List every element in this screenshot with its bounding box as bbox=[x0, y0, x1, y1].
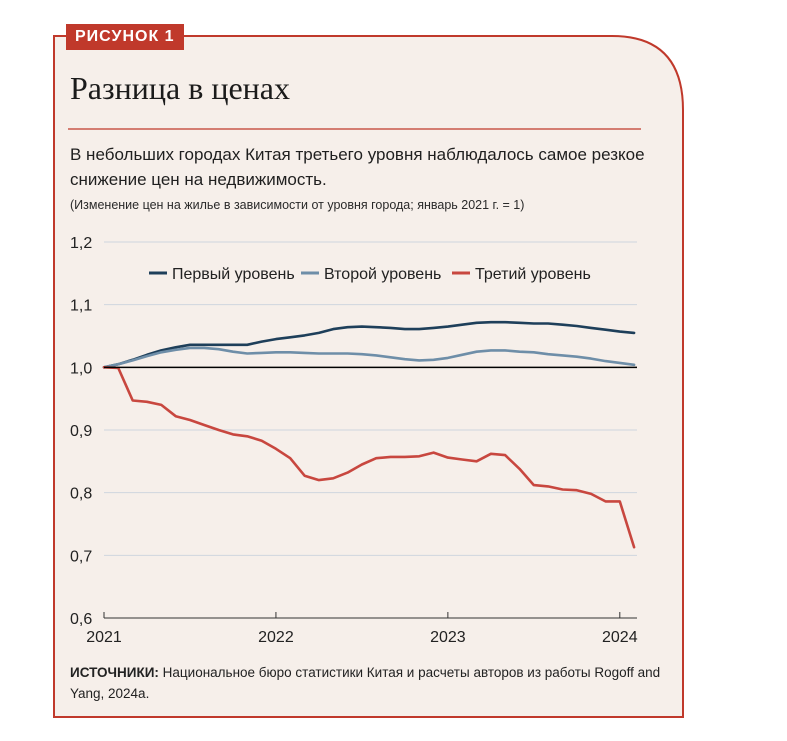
chart-title: Разница в ценах bbox=[70, 70, 290, 106]
source-label: ИСТОЧНИКИ: bbox=[70, 665, 159, 680]
x-tick-label: 2022 bbox=[258, 629, 294, 646]
chart-source: ИСТОЧНИКИ: Национальное бюро статистики … bbox=[70, 662, 670, 704]
series-line bbox=[102, 346, 636, 369]
series-line bbox=[102, 320, 636, 369]
figure-badge: РИСУНОК 1 bbox=[66, 24, 184, 50]
legend-label: Второй уровень bbox=[324, 266, 441, 283]
y-tick-label: 0,6 bbox=[70, 611, 92, 628]
series-line bbox=[102, 365, 636, 549]
chart-subtitle: В небольших городах Китая третьего уровн… bbox=[70, 145, 645, 189]
source-text: Национальное бюро статистики Китая и рас… bbox=[70, 665, 661, 701]
y-tick-label: 0,7 bbox=[70, 548, 92, 565]
y-tick-label: 0,8 bbox=[70, 486, 92, 503]
y-tick-label: 0,9 bbox=[70, 423, 92, 440]
x-tick-label: 2024 bbox=[602, 629, 638, 646]
x-tick-label: 2021 bbox=[86, 629, 122, 646]
legend-label: Первый уровень bbox=[172, 266, 295, 283]
x-tick-label: 2023 bbox=[430, 629, 466, 646]
y-tick-label: 1,0 bbox=[70, 360, 92, 377]
y-tick-label: 1,2 bbox=[70, 235, 92, 252]
figure-border bbox=[53, 35, 684, 718]
chart-note: (Изменение цен на жилье в зависимости от… bbox=[70, 198, 525, 212]
legend-label: Третий уровень bbox=[475, 266, 591, 283]
y-tick-label: 1,1 bbox=[70, 298, 92, 315]
